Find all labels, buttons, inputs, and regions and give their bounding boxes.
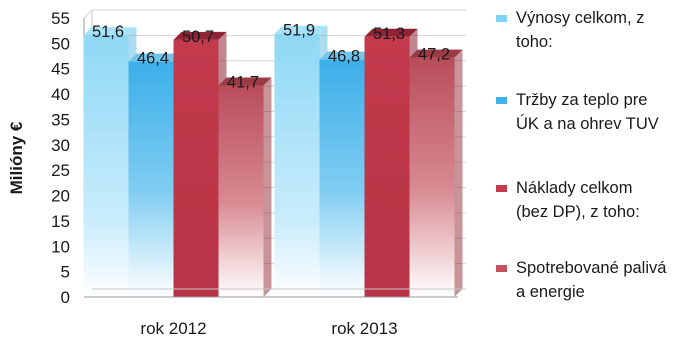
bar <box>128 61 174 297</box>
y-tick-label: 50 <box>51 34 70 53</box>
bar-top <box>319 51 373 60</box>
x-tick-label: rok 2013 <box>331 319 397 338</box>
bar-top <box>128 53 182 62</box>
y-tick-label: 25 <box>51 161 70 180</box>
y-axis: 0 5 10 15 20 25 30 35 40 45 50 55 <box>51 9 93 307</box>
y-tick-label: 5 <box>61 263 70 282</box>
bars <box>83 25 463 298</box>
bar <box>83 35 129 297</box>
data-label: 47,2 <box>418 46 450 64</box>
bar-top <box>409 49 463 58</box>
y-tick-label: 45 <box>51 60 70 79</box>
y-tick-label: 55 <box>51 9 70 28</box>
bar <box>274 33 320 297</box>
bar-top <box>364 28 418 37</box>
bar <box>409 57 455 297</box>
data-label: 51,6 <box>92 23 124 41</box>
legend-item: Tržby za teplo pre ÚK a na ohrev TUV <box>496 88 668 136</box>
legend-item: Náklady celkom (bez DP), z toho: <box>496 176 668 224</box>
legend-label: Tržby za teplo pre ÚK a na ohrev TUV <box>516 91 659 133</box>
bar <box>319 59 365 298</box>
y-axis-label: Milióny € <box>7 121 26 194</box>
data-label: 51,3 <box>373 25 405 43</box>
y-tick-label: 40 <box>51 85 70 104</box>
legend-swatch <box>496 185 507 192</box>
y-tick-label: 15 <box>51 212 70 231</box>
bar <box>364 36 410 297</box>
y-tick-label: 35 <box>51 110 70 129</box>
y-tick-label: 10 <box>51 237 70 256</box>
data-label: 46,4 <box>137 50 169 68</box>
legend-swatch <box>496 15 507 22</box>
gridline-side <box>83 9 93 19</box>
legend-item: Spotrebované palivá a energie <box>496 256 668 304</box>
data-label: 46,8 <box>328 48 360 66</box>
bar-top <box>83 27 137 36</box>
x-tick-label: rok 2012 <box>140 319 206 338</box>
bar-top <box>173 31 227 40</box>
y-tick-label: 0 <box>61 288 70 307</box>
data-label: 51,9 <box>283 22 315 40</box>
legend-label: Náklady celkom (bez DP), z toho: <box>516 179 640 221</box>
y-tick-label: 30 <box>51 136 70 155</box>
legend-swatch <box>496 97 507 104</box>
legend-label: Výnosy celkom, z toho: <box>516 9 645 51</box>
bar-side <box>454 49 463 297</box>
y-tick-label: 20 <box>51 187 70 206</box>
bar-top <box>274 25 328 34</box>
bar <box>173 39 219 297</box>
data-label: 41,7 <box>227 73 259 91</box>
bar <box>218 85 264 297</box>
bar-side <box>263 77 272 297</box>
bar-top <box>218 77 272 86</box>
x-axis: rok 2012 rok 2013 <box>84 288 466 338</box>
legend-label: Spotrebované palivá a energie <box>516 259 667 301</box>
legend: Výnosy celkom, z toho: Tržby za teplo pre… <box>496 6 668 336</box>
data-labels: 51,6 46,4 50,7 41,7 51,9 46,8 51,3 47,2 <box>92 22 450 92</box>
legend-item: Výnosy celkom, z toho: <box>496 6 668 54</box>
data-label: 50,7 <box>182 28 214 46</box>
legend-swatch <box>496 265 507 272</box>
